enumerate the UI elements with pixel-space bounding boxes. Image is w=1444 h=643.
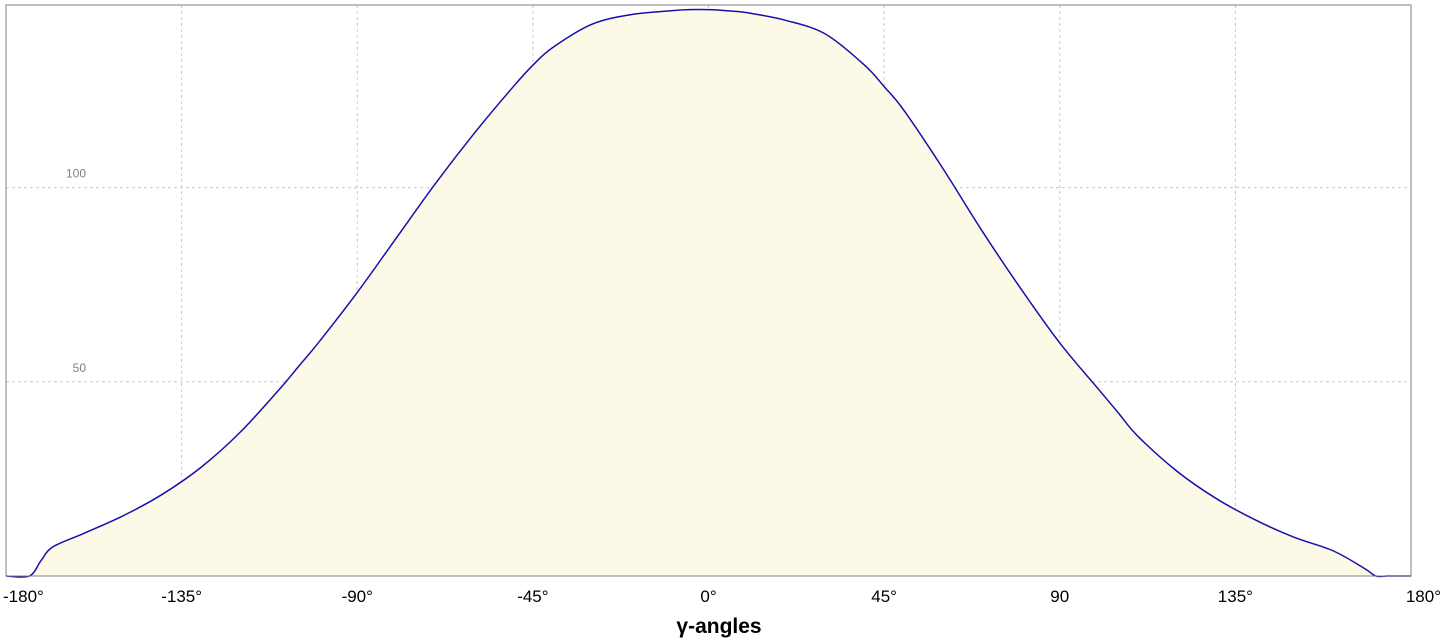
x-tick-label: -135° [161,587,202,606]
x-tick-labels: -180° -135° -90° -45° 0° 45° 90 135° 180° [3,587,1441,606]
series-line [5,8,1411,578]
x-tick-label: -90° [342,587,373,606]
area-fill [6,9,1411,578]
x-tick-label: 180° [1406,587,1441,606]
x-tick-label: -180° [3,587,44,606]
y-tick-label: 50 [73,361,87,375]
x-tick-label: 45° [871,587,897,606]
x-tick-label: 135° [1218,587,1253,606]
plot-frame [5,4,1412,577]
x-tick-label: -45° [517,587,548,606]
x-tick-label: 0° [700,587,716,606]
x-tick-label: 90 [1050,587,1069,606]
y-tick-label: 100 [66,167,86,181]
series-area [5,8,1411,578]
y-tick-labels: 50 100 [66,167,86,375]
x-axis-label: γ-angles [676,615,761,638]
